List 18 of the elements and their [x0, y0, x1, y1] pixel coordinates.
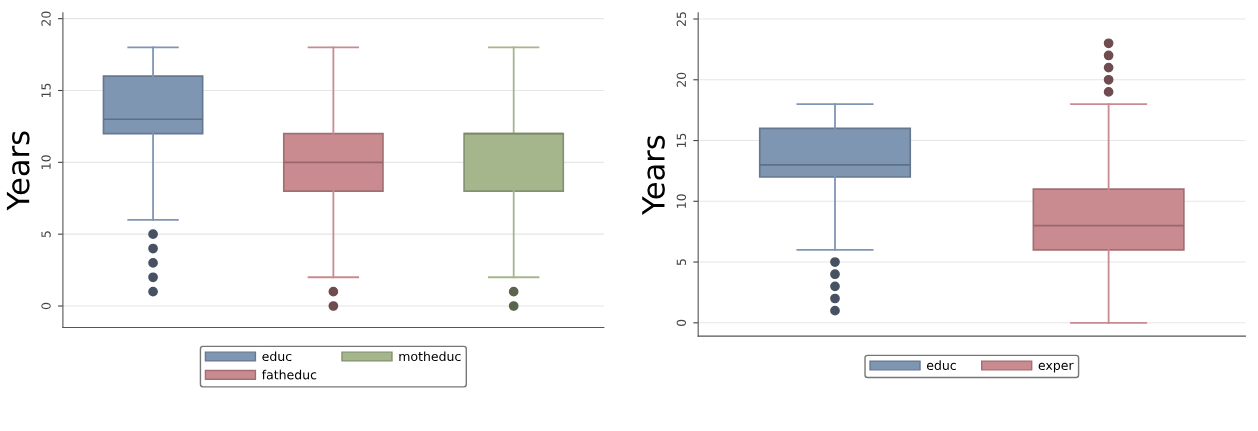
y-tick-label: 15: [676, 133, 687, 148]
legend-label: exper: [1038, 362, 1074, 373]
y-axis-title: Years: [6, 131, 30, 211]
y-tick-label: 10: [676, 194, 687, 208]
y-tick-label: 25: [676, 12, 687, 27]
legend-label: fatheduc: [261, 369, 317, 380]
y-tick-label: 0: [676, 319, 687, 326]
y-tick-label: 15: [41, 83, 51, 98]
legend-label: educ: [926, 360, 956, 371]
y-tick-label: 20: [676, 72, 687, 87]
y-tick-label: 5: [41, 231, 51, 238]
y-tick-label: 10: [41, 155, 51, 169]
y-axis-title: Years: [642, 135, 665, 215]
legend-label: educ: [262, 351, 292, 362]
y-tick-label: 0: [41, 302, 51, 310]
y-tick-label: 5: [676, 259, 687, 266]
legend-label: motheduc: [399, 351, 461, 362]
y-tick-label: 20: [41, 11, 51, 26]
